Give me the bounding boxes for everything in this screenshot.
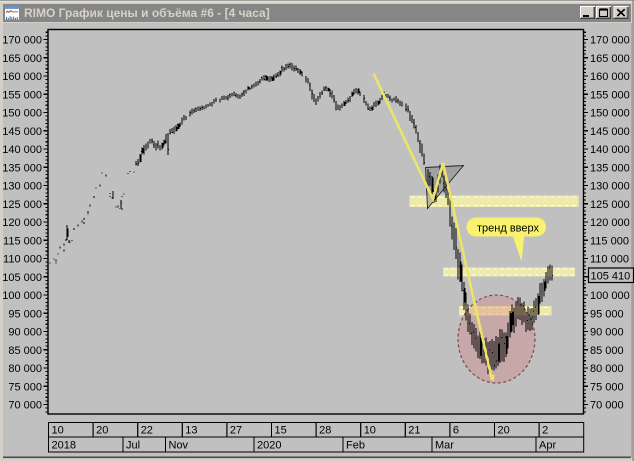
svg-text:21: 21 [408, 425, 420, 437]
svg-text:90 000: 90 000 [8, 327, 42, 339]
svg-text:15: 15 [275, 425, 287, 437]
svg-text:20: 20 [498, 425, 510, 437]
svg-text:Nov: Nov [169, 440, 189, 452]
svg-text:115 000: 115 000 [590, 235, 629, 247]
svg-text:165 000: 165 000 [2, 53, 42, 65]
svg-text:Jul: Jul [126, 440, 140, 452]
svg-text:Feb: Feb [346, 440, 365, 452]
svg-text:90 000: 90 000 [590, 327, 624, 339]
svg-text:22: 22 [141, 425, 153, 437]
svg-text:70 000: 70 000 [590, 400, 624, 412]
svg-text:110 000: 110 000 [3, 254, 42, 266]
svg-text:тренд вверх: тренд вверх [477, 223, 539, 235]
svg-text:145 000: 145 000 [590, 126, 630, 138]
svg-text:120 000: 120 000 [590, 217, 630, 229]
svg-text:80 000: 80 000 [590, 363, 624, 375]
svg-text:140 000: 140 000 [590, 144, 630, 156]
svg-text:155 000: 155 000 [2, 89, 42, 101]
svg-text:120 000: 120 000 [2, 217, 42, 229]
svg-text:13: 13 [185, 425, 197, 437]
svg-text:20: 20 [96, 425, 108, 437]
svg-text:10: 10 [52, 425, 64, 437]
svg-text:75 000: 75 000 [8, 381, 42, 393]
svg-text:125 000: 125 000 [590, 199, 630, 211]
svg-text:160 000: 160 000 [590, 71, 630, 83]
svg-text:155 000: 155 000 [590, 89, 630, 101]
svg-text:150 000: 150 000 [590, 108, 630, 120]
svg-text:140 000: 140 000 [2, 144, 42, 156]
svg-text:130 000: 130 000 [590, 181, 630, 193]
svg-text:6: 6 [453, 425, 459, 437]
svg-text:80 000: 80 000 [8, 363, 42, 375]
svg-text:165 000: 165 000 [590, 53, 630, 65]
svg-text:105 410: 105 410 [591, 271, 631, 283]
svg-text:75 000: 75 000 [590, 381, 624, 393]
svg-text:10: 10 [364, 425, 376, 437]
svg-text:110 000: 110 000 [590, 254, 629, 266]
svg-text:150 000: 150 000 [2, 108, 42, 120]
svg-text:130 000: 130 000 [2, 181, 42, 193]
svg-text:160 000: 160 000 [2, 71, 42, 83]
svg-text:115 000: 115 000 [3, 235, 42, 247]
svg-text:Mar: Mar [435, 440, 454, 452]
svg-text:2018: 2018 [52, 440, 76, 452]
svg-text:170 000: 170 000 [590, 35, 630, 47]
svg-text:2: 2 [542, 425, 548, 437]
svg-text:85 000: 85 000 [590, 345, 624, 357]
svg-text:RIMO График цены и объёма #6 -: RIMO График цены и объёма #6 - [4 часа] [24, 6, 270, 20]
svg-text:105 000: 105 000 [2, 272, 42, 284]
svg-text:135 000: 135 000 [2, 162, 42, 174]
svg-text:2020: 2020 [257, 440, 281, 452]
svg-text:27: 27 [230, 425, 242, 437]
svg-text:145 000: 145 000 [2, 126, 42, 138]
svg-text:Apr: Apr [539, 440, 556, 452]
svg-text:85 000: 85 000 [8, 345, 42, 357]
svg-text:28: 28 [319, 425, 331, 437]
svg-text:125 000: 125 000 [2, 199, 42, 211]
svg-text:100 000: 100 000 [590, 290, 630, 302]
svg-text:135 000: 135 000 [590, 162, 630, 174]
svg-text:95 000: 95 000 [590, 308, 624, 320]
svg-text:95 000: 95 000 [8, 308, 42, 320]
svg-text:70 000: 70 000 [8, 400, 42, 412]
svg-text:100 000: 100 000 [2, 290, 42, 302]
svg-text:170 000: 170 000 [2, 35, 42, 47]
